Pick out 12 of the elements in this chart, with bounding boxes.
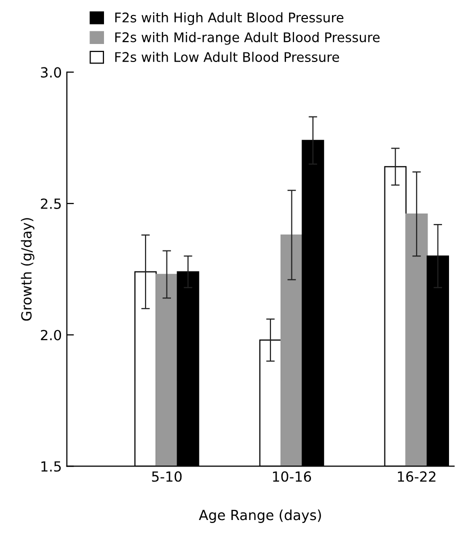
x-axis-title: Age Range (days) xyxy=(198,510,321,523)
legend-label: F2s with Low Adult Blood Pressure xyxy=(115,52,340,62)
x-tick-label: 16-22 xyxy=(398,471,436,482)
legend-label: F2s with Mid-range Adult Blood Pressure xyxy=(115,32,380,45)
legend-label: F2s with High Adult Blood Pressure xyxy=(115,12,344,26)
y-tick-label: 2.0 xyxy=(40,330,62,340)
y-tick-label: 2.5 xyxy=(40,198,61,209)
y-tick-label: 1.5 xyxy=(41,461,61,472)
x-tick-label: 10-16 xyxy=(273,471,311,482)
y-tick-label: 3.0 xyxy=(40,67,62,78)
x-tick-label: 5-10 xyxy=(152,471,182,482)
y-axis-title: Growth (g/day) xyxy=(20,218,34,321)
